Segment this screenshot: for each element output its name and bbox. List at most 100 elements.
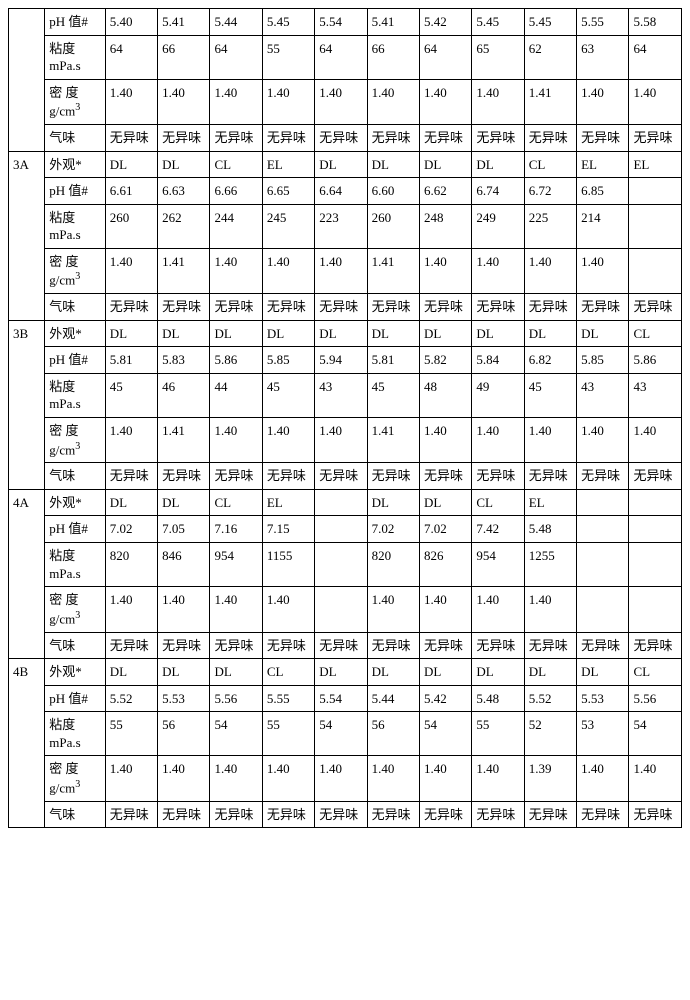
value-cell: 1.40 (524, 248, 576, 293)
value-cell: 1.40 (367, 756, 419, 801)
value-cell: 无异味 (472, 632, 524, 659)
value-cell: 无异味 (315, 632, 367, 659)
value-cell: 54 (210, 712, 262, 756)
value-cell: 62 (524, 35, 576, 79)
value-cell: 无异味 (315, 463, 367, 490)
value-cell: DL (524, 659, 576, 686)
value-cell: CL (472, 489, 524, 516)
value-cell: DL (210, 320, 262, 347)
value-cell: 1.40 (629, 79, 682, 124)
value-cell: 5.45 (262, 9, 314, 36)
property-label: 粘度 mPa.s (45, 35, 105, 79)
value-cell: 无异味 (262, 801, 314, 828)
value-cell: 6.65 (262, 178, 314, 205)
value-cell: 1.40 (419, 587, 471, 632)
value-cell (629, 204, 682, 248)
value-cell: DL (105, 659, 157, 686)
table-row: 粘度 mPa.s4546444543454849454343 (9, 373, 682, 417)
value-cell: 1255 (524, 543, 576, 587)
value-cell: 1.40 (210, 79, 262, 124)
value-cell: 846 (158, 543, 210, 587)
value-cell: 53 (577, 712, 629, 756)
value-cell: DL (419, 151, 471, 178)
value-cell: EL (629, 151, 682, 178)
value-cell (629, 178, 682, 205)
value-cell: DL (419, 320, 471, 347)
property-label: pH 值# (45, 178, 105, 205)
value-cell: 无异味 (524, 632, 576, 659)
value-cell: 5.41 (367, 9, 419, 36)
value-cell: EL (262, 489, 314, 516)
value-cell: 无异味 (105, 463, 157, 490)
value-cell: DL (577, 320, 629, 347)
value-cell: 6.62 (419, 178, 471, 205)
value-cell: 5.81 (105, 347, 157, 374)
value-cell: 7.42 (472, 516, 524, 543)
value-cell: 43 (577, 373, 629, 417)
value-cell: 无异味 (367, 801, 419, 828)
table-row: pH 值#6.616.636.666.656.646.606.626.746.7… (9, 178, 682, 205)
value-cell: 6.64 (315, 178, 367, 205)
value-cell: 5.52 (105, 685, 157, 712)
value-cell: 1.40 (315, 756, 367, 801)
value-cell: 56 (367, 712, 419, 756)
value-cell: 5.84 (472, 347, 524, 374)
value-cell: 无异味 (105, 632, 157, 659)
value-cell: 5.53 (158, 685, 210, 712)
value-cell: 无异味 (158, 632, 210, 659)
value-cell: 64 (419, 35, 471, 79)
value-cell: 无异味 (210, 801, 262, 828)
table-row: 粘度 mPa.s260262244245223260248249225214 (9, 204, 682, 248)
value-cell: 249 (472, 204, 524, 248)
value-cell: 无异味 (577, 294, 629, 321)
value-cell: DL (158, 151, 210, 178)
value-cell: DL (210, 659, 262, 686)
value-cell (577, 489, 629, 516)
value-cell: 5.48 (524, 516, 576, 543)
value-cell: 无异味 (577, 463, 629, 490)
value-cell: 1.40 (577, 79, 629, 124)
value-cell (577, 587, 629, 632)
value-cell: 5.85 (577, 347, 629, 374)
value-cell: 6.66 (210, 178, 262, 205)
value-cell: DL (105, 151, 157, 178)
value-cell: 1.40 (158, 756, 210, 801)
table-row: 气味无异味无异味无异味无异味无异味无异味无异味无异味无异味无异味无异味 (9, 801, 682, 828)
table-row: 密 度 g/cm31.401.401.401.401.401.401.401.4… (9, 79, 682, 124)
value-cell: 无异味 (629, 294, 682, 321)
value-cell: 6.72 (524, 178, 576, 205)
value-cell: 无异味 (577, 125, 629, 152)
value-cell (629, 543, 682, 587)
value-cell: 5.81 (367, 347, 419, 374)
value-cell: 无异味 (158, 294, 210, 321)
value-cell: 1.40 (315, 417, 367, 462)
value-cell: 245 (262, 204, 314, 248)
value-cell: 1.40 (105, 417, 157, 462)
table-row: 气味无异味无异味无异味无异味无异味无异味无异味无异味无异味无异味无异味 (9, 463, 682, 490)
value-cell: CL (210, 489, 262, 516)
value-cell: 954 (210, 543, 262, 587)
value-cell: 1.41 (524, 79, 576, 124)
value-cell: 1.40 (524, 587, 576, 632)
table-row: 粘度 mPa.s6466645564666465626364 (9, 35, 682, 79)
value-cell: 54 (629, 712, 682, 756)
value-cell: 无异味 (524, 125, 576, 152)
value-cell: 1.40 (472, 79, 524, 124)
value-cell: 无异味 (315, 294, 367, 321)
value-cell: 1.40 (472, 756, 524, 801)
table-row: pH 值#7.027.057.167.157.027.027.425.48 (9, 516, 682, 543)
value-cell: 1.41 (367, 248, 419, 293)
property-label: 外观* (45, 151, 105, 178)
value-cell: 954 (472, 543, 524, 587)
value-cell: 54 (315, 712, 367, 756)
value-cell: 1.40 (262, 587, 314, 632)
value-cell: 1.40 (472, 248, 524, 293)
value-cell: 7.02 (367, 516, 419, 543)
value-cell: 1.40 (629, 756, 682, 801)
value-cell: 无异味 (419, 294, 471, 321)
table-row: 粘度 mPa.s82084695411558208269541255 (9, 543, 682, 587)
value-cell: DL (158, 489, 210, 516)
value-cell: CL (629, 659, 682, 686)
property-label: 气味 (45, 125, 105, 152)
value-cell: 820 (105, 543, 157, 587)
